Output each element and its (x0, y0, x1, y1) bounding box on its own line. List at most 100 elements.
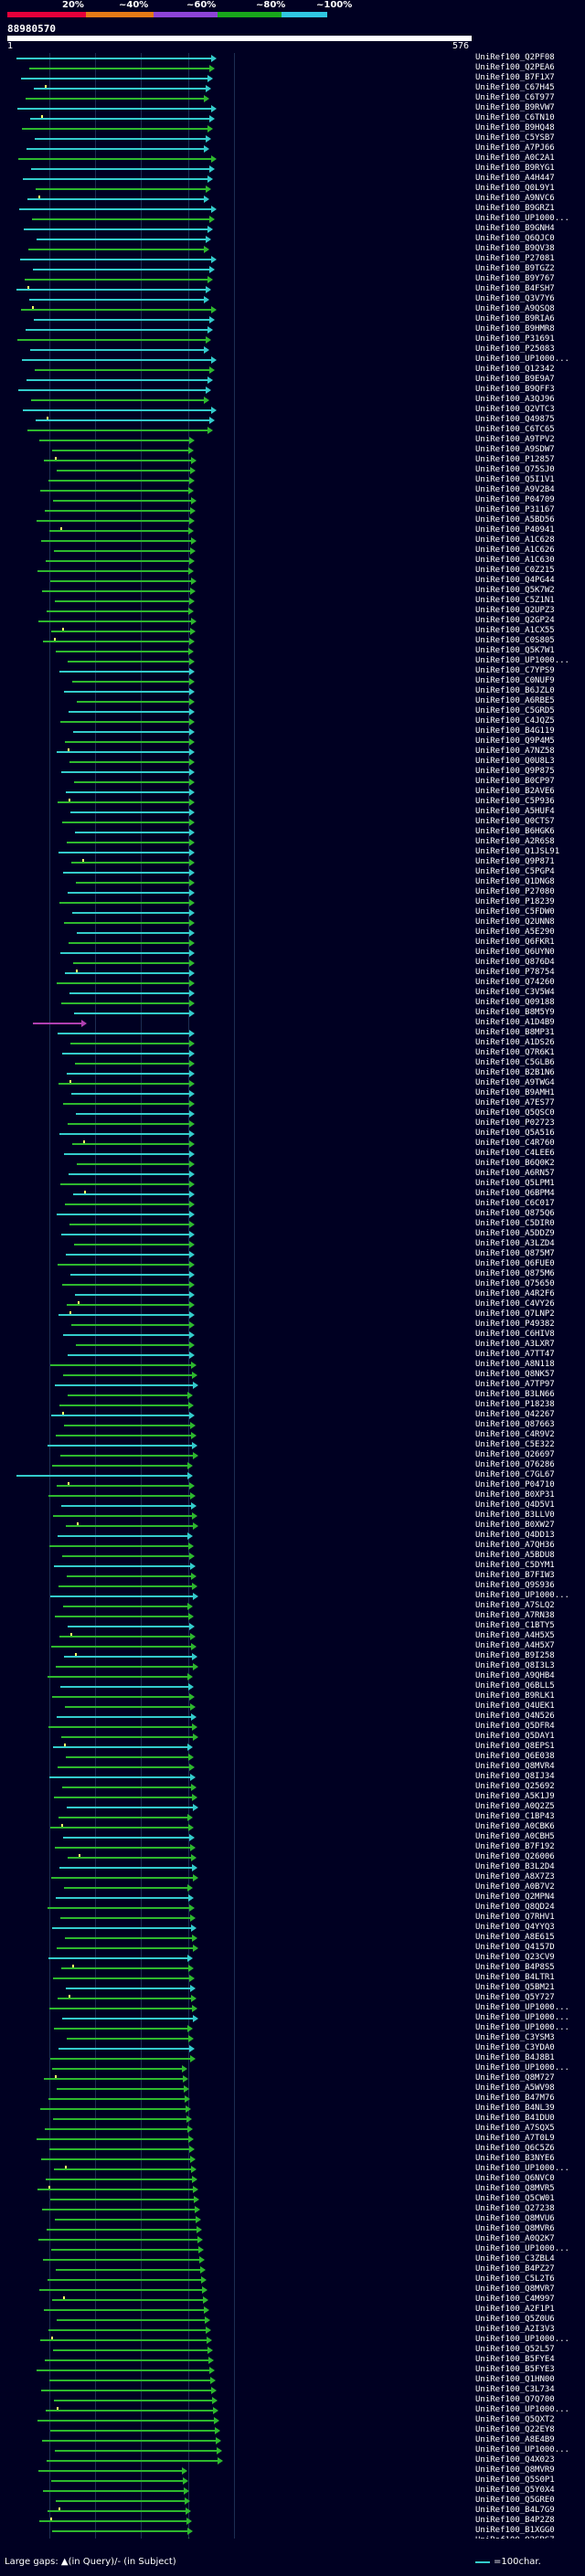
hit-row[interactable]: UniRef100_A4H5X5 (0, 1631, 585, 1641)
hit-row[interactable]: UniRef100_B4LTR1 (0, 1973, 585, 1983)
hit-id-link[interactable]: UniRef100_B6JZL0 (475, 686, 555, 695)
hit-row[interactable]: UniRef100_Q8MVR5 (0, 2184, 585, 2194)
hit-row[interactable]: UniRef100_Q8MVR4 (0, 1762, 585, 1772)
hit-row[interactable]: UniRef100_Q6NVC0 (0, 2174, 585, 2184)
hit-id-link[interactable]: UniRef100_P04709 (475, 495, 555, 504)
hit-id-link[interactable]: UniRef100_A8X7Z3 (475, 1872, 555, 1882)
hit-id-link[interactable]: UniRef100_B0XP31 (475, 1490, 555, 1500)
hit-id-link[interactable]: UniRef100_B4PZ27 (475, 2264, 555, 2274)
hit-id-link[interactable]: UniRef100_C4M997 (475, 2295, 555, 2304)
hit-row[interactable]: UniRef100_A9NVC6 (0, 194, 585, 204)
hit-row[interactable]: UniRef100_C5DYM1 (0, 1561, 585, 1571)
hit-row[interactable]: UniRef100_A0B7V2 (0, 1882, 585, 1892)
hit-row[interactable]: UniRef100_C5FDW0 (0, 907, 585, 917)
hit-row[interactable]: UniRef100_Q6BPM4 (0, 1189, 585, 1199)
hit-id-link[interactable]: UniRef100_B5FYE4 (475, 2355, 555, 2364)
hit-row[interactable]: UniRef100_A4H447 (0, 174, 585, 184)
hit-id-link[interactable]: UniRef100_A7ES77 (475, 1098, 555, 1108)
hit-id-link[interactable]: UniRef100_A8E4B9 (475, 2435, 555, 2444)
hit-id-link[interactable]: UniRef100_Q27238 (475, 2204, 555, 2213)
hit-row[interactable]: UniRef100_A2I3V3 (0, 2325, 585, 2335)
hit-id-link[interactable]: UniRef100_B4P2Z8 (475, 2516, 555, 2525)
hit-id-link[interactable]: UniRef100_Q8MVU6 (475, 2214, 555, 2223)
hit-id-link[interactable]: UniRef100_Q8IJ34 (475, 1772, 555, 1781)
hit-row[interactable]: UniRef100_P12857 (0, 455, 585, 465)
hit-id-link[interactable]: UniRef100_Q2UPZ3 (475, 606, 555, 615)
hit-row[interactable]: UniRef100_A1C628 (0, 535, 585, 546)
hit-id-link[interactable]: UniRef100_UP1000... (475, 2335, 569, 2344)
hit-row[interactable]: UniRef100_B9HQ48 (0, 123, 585, 133)
hit-id-link[interactable]: UniRef100_A6RBE5 (475, 696, 555, 705)
hit-id-link[interactable]: UniRef100_Q76286 (475, 1460, 555, 1469)
hit-id-link[interactable]: UniRef100_Q5A516 (475, 1129, 555, 1138)
hit-row[interactable]: UniRef100_C3V5W4 (0, 988, 585, 998)
hit-row[interactable]: UniRef100_C7GL67 (0, 1470, 585, 1480)
hit-id-link[interactable]: UniRef100_P78754 (475, 968, 555, 977)
hit-row[interactable]: UniRef100_Q09188 (0, 998, 585, 1008)
hit-row[interactable]: UniRef100_C5Z1N1 (0, 596, 585, 606)
hit-id-link[interactable]: UniRef100_Q2PEA6 (475, 63, 555, 72)
hit-id-link[interactable]: UniRef100_P49382 (475, 1320, 555, 1329)
hit-row[interactable]: UniRef100_Q2GP24 (0, 616, 585, 626)
hit-id-link[interactable]: UniRef100_Q8MVR7 (475, 2284, 555, 2294)
hit-row[interactable]: UniRef100_A7SLQ2 (0, 1601, 585, 1611)
hit-id-link[interactable]: UniRef100_UP1000... (475, 2164, 569, 2173)
hit-id-link[interactable]: UniRef100_A0Q2Z5 (475, 1802, 555, 1811)
hit-row[interactable]: UniRef100_B9RLK1 (0, 1691, 585, 1701)
hit-id-link[interactable]: UniRef100_Q7Q700 (475, 2395, 555, 2404)
hit-row[interactable]: UniRef100_Q5Z0U6 (0, 2315, 585, 2325)
hit-row[interactable]: UniRef100_Q6QJC0 (0, 234, 585, 244)
hit-row[interactable]: UniRef100_UP1000... (0, 2003, 585, 2013)
hit-row[interactable]: UniRef100_Q8I3L3 (0, 1661, 585, 1671)
hit-id-link[interactable]: UniRef100_C5GRD5 (475, 706, 555, 716)
hit-row[interactable]: UniRef100_A9QHB4 (0, 1671, 585, 1681)
hit-id-link[interactable]: UniRef100_Q5Z0U6 (475, 2315, 555, 2324)
hit-id-link[interactable]: UniRef100_C0Z215 (475, 566, 555, 575)
hit-id-link[interactable]: UniRef100_C5GLB6 (475, 1058, 555, 1067)
hit-id-link[interactable]: UniRef100_Q1DNG8 (475, 877, 555, 886)
hit-row[interactable]: UniRef100_Q5Y727 (0, 1993, 585, 2003)
hit-row[interactable]: UniRef100_B9AMH1 (0, 1088, 585, 1098)
hit-id-link[interactable]: UniRef100_C0S805 (475, 636, 555, 645)
hit-id-link[interactable]: UniRef100_Q4UEK1 (475, 1701, 555, 1711)
hit-id-link[interactable]: UniRef100_Q2GP24 (475, 616, 555, 625)
hit-row[interactable]: UniRef100_Q5A516 (0, 1129, 585, 1139)
hit-row[interactable]: UniRef100_C6TN10 (0, 113, 585, 123)
hit-id-link[interactable]: UniRef100_Q7R6K1 (475, 1048, 555, 1057)
hit-id-link[interactable]: UniRef100_A1DS26 (475, 1038, 555, 1047)
hit-row[interactable]: UniRef100_A7NZ58 (0, 747, 585, 757)
hit-id-link[interactable]: UniRef100_C3L734 (475, 2385, 555, 2394)
hit-row[interactable]: UniRef100_A3QJ96 (0, 395, 585, 405)
hit-row[interactable]: UniRef100_A8X7Z3 (0, 1872, 585, 1882)
hit-row[interactable]: UniRef100_C5L2T6 (0, 2274, 585, 2284)
hit-row[interactable]: UniRef100_Q2MPN4 (0, 1892, 585, 1903)
hit-id-link[interactable]: UniRef100_B4LTR1 (475, 1973, 555, 1982)
hit-id-link[interactable]: UniRef100_A1CX55 (475, 626, 555, 635)
hit-row[interactable]: UniRef100_C6HIV8 (0, 1330, 585, 1340)
hit-row[interactable]: UniRef100_UP1000... (0, 2164, 585, 2174)
hit-row[interactable]: UniRef100_B2AVE6 (0, 787, 585, 797)
hit-row[interactable]: UniRef100_P78754 (0, 968, 585, 978)
hit-id-link[interactable]: UniRef100_C7GL67 (475, 1470, 555, 1479)
hit-row[interactable]: UniRef100_C4R9V2 (0, 1430, 585, 1440)
hit-row[interactable]: UniRef100_Q5CW01 (0, 2194, 585, 2204)
hit-id-link[interactable]: UniRef100_C4R9V2 (475, 1430, 555, 1439)
hit-id-link[interactable]: UniRef100_Q875Q6 (475, 1209, 555, 1218)
hit-id-link[interactable]: UniRef100_B6Q0K2 (475, 1159, 555, 1168)
hit-id-link[interactable]: UniRef100_A1C630 (475, 556, 555, 565)
hit-id-link[interactable]: UniRef100_A9QSQ8 (475, 304, 555, 313)
hit-row[interactable]: UniRef100_P04709 (0, 495, 585, 505)
hit-id-link[interactable]: UniRef100_A7SLQ2 (475, 1601, 555, 1610)
hit-id-link[interactable]: UniRef100_A7SQX5 (475, 2124, 555, 2133)
hit-row[interactable]: UniRef100_P18238 (0, 1400, 585, 1410)
hit-id-link[interactable]: UniRef100_A9TPV2 (475, 435, 555, 444)
hit-id-link[interactable]: UniRef100_A7T0L9 (475, 2134, 555, 2143)
hit-id-link[interactable]: UniRef100_A9QHB4 (475, 1671, 555, 1680)
hit-id-link[interactable]: UniRef100_A4H447 (475, 174, 555, 183)
hit-row[interactable]: UniRef100_B9GRZ1 (0, 204, 585, 214)
hit-row[interactable]: UniRef100_B6HGK6 (0, 827, 585, 837)
hit-row[interactable]: UniRef100_B4P2Z8 (0, 2516, 585, 2526)
hit-row[interactable]: UniRef100_UP1000... (0, 2335, 585, 2345)
hit-row[interactable]: UniRef100_P40941 (0, 525, 585, 535)
hit-row[interactable]: UniRef100_Q4PG44 (0, 576, 585, 586)
